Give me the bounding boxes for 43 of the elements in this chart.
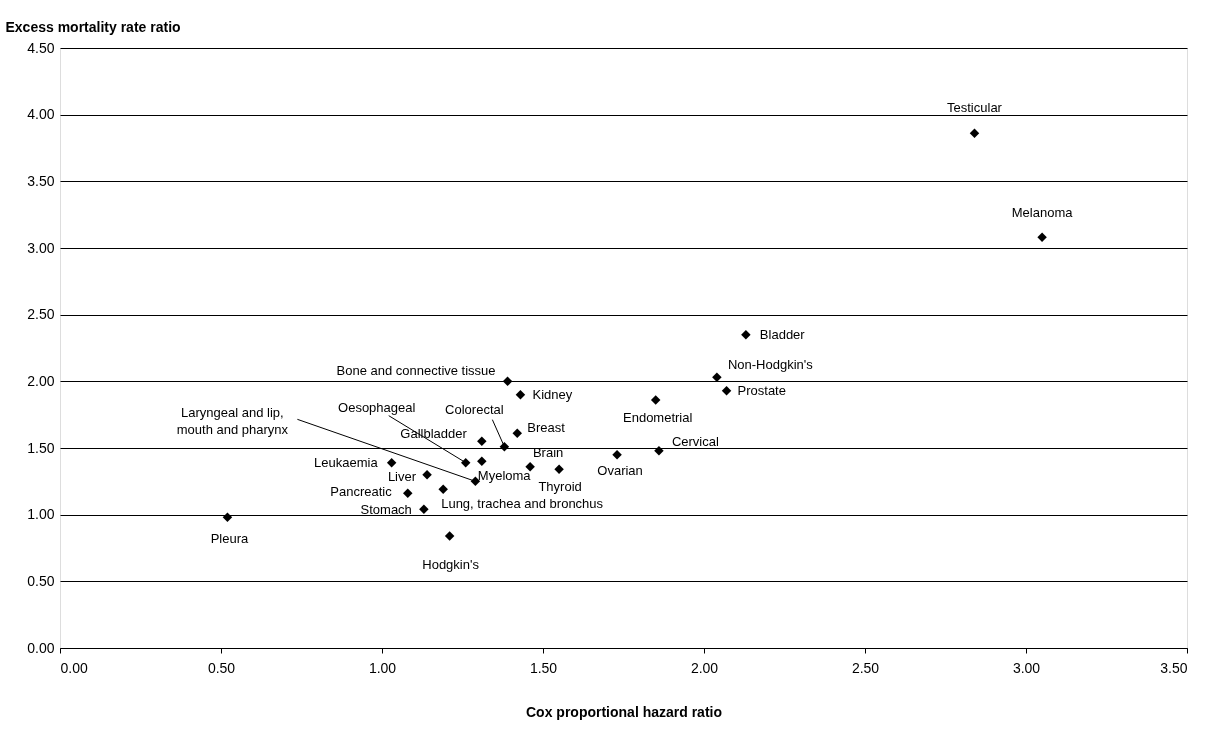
- annotation: Non-Hodgkin's: [727, 357, 814, 373]
- y-tick-label: 3.00: [27, 239, 55, 256]
- annotation: Breast: [527, 420, 566, 436]
- annotation: Liver: [387, 468, 417, 484]
- annotation: Hodgkin's: [422, 557, 480, 572]
- x-tick-label: 0.50: [207, 659, 236, 676]
- y-tick-label: 0.50: [27, 572, 55, 589]
- x-tick-label: 2.00: [690, 659, 719, 676]
- x-tick-label: 2.50: [851, 659, 880, 676]
- y-tick-label: 2.50: [27, 306, 55, 323]
- x-axis-title: Cox proportional hazard ratio: [525, 703, 723, 720]
- x-tick-label: 1.00: [368, 659, 397, 676]
- annotation: Bladder: [759, 326, 806, 342]
- y-tick-label: 0.00: [27, 639, 55, 656]
- y-tick-label: 4.50: [27, 39, 55, 56]
- annotation: Oesophageal: [338, 399, 416, 415]
- annotation: Stomach: [360, 502, 412, 518]
- y-tick-label: 3.50: [27, 172, 55, 189]
- annotation: Thyroid: [538, 479, 582, 495]
- annotation: Endometrial: [623, 410, 693, 425]
- annotation: Ovarian: [597, 462, 643, 478]
- annotation: Pancreatic: [330, 484, 393, 500]
- y-tick-label: 1.50: [27, 439, 55, 456]
- x-tick-label: 1.50: [529, 659, 558, 676]
- x-tick-label: 3.50: [1160, 659, 1188, 676]
- annotation: Cervical: [671, 433, 719, 449]
- annotation: Laryngeal and lip, mouth and pharynx: [176, 405, 289, 438]
- annotation: Pleura: [210, 531, 249, 547]
- annotation: Leukaemia: [314, 454, 379, 470]
- y-axis-title: Excess mortality rate ratio: [5, 18, 181, 35]
- y-tick-label: 4.00: [27, 106, 55, 123]
- annotation: Myeloma: [477, 468, 532, 484]
- y-tick-label: 1.00: [27, 506, 55, 523]
- annotation: Bone and connective tissue: [336, 363, 496, 379]
- annotation: Colorectal: [445, 401, 504, 417]
- annotation: Kidney: [532, 386, 573, 402]
- annotation: Melanoma: [1011, 205, 1074, 221]
- annotation: Testicular: [947, 100, 1003, 116]
- annotation: Prostate: [737, 382, 786, 398]
- y-tick-label: 2.00: [27, 372, 55, 389]
- x-tick-label: 0.00: [60, 659, 88, 676]
- x-tick-label: 3.00: [1012, 659, 1041, 676]
- annotation: Lung, trachea and bronchus: [441, 496, 604, 512]
